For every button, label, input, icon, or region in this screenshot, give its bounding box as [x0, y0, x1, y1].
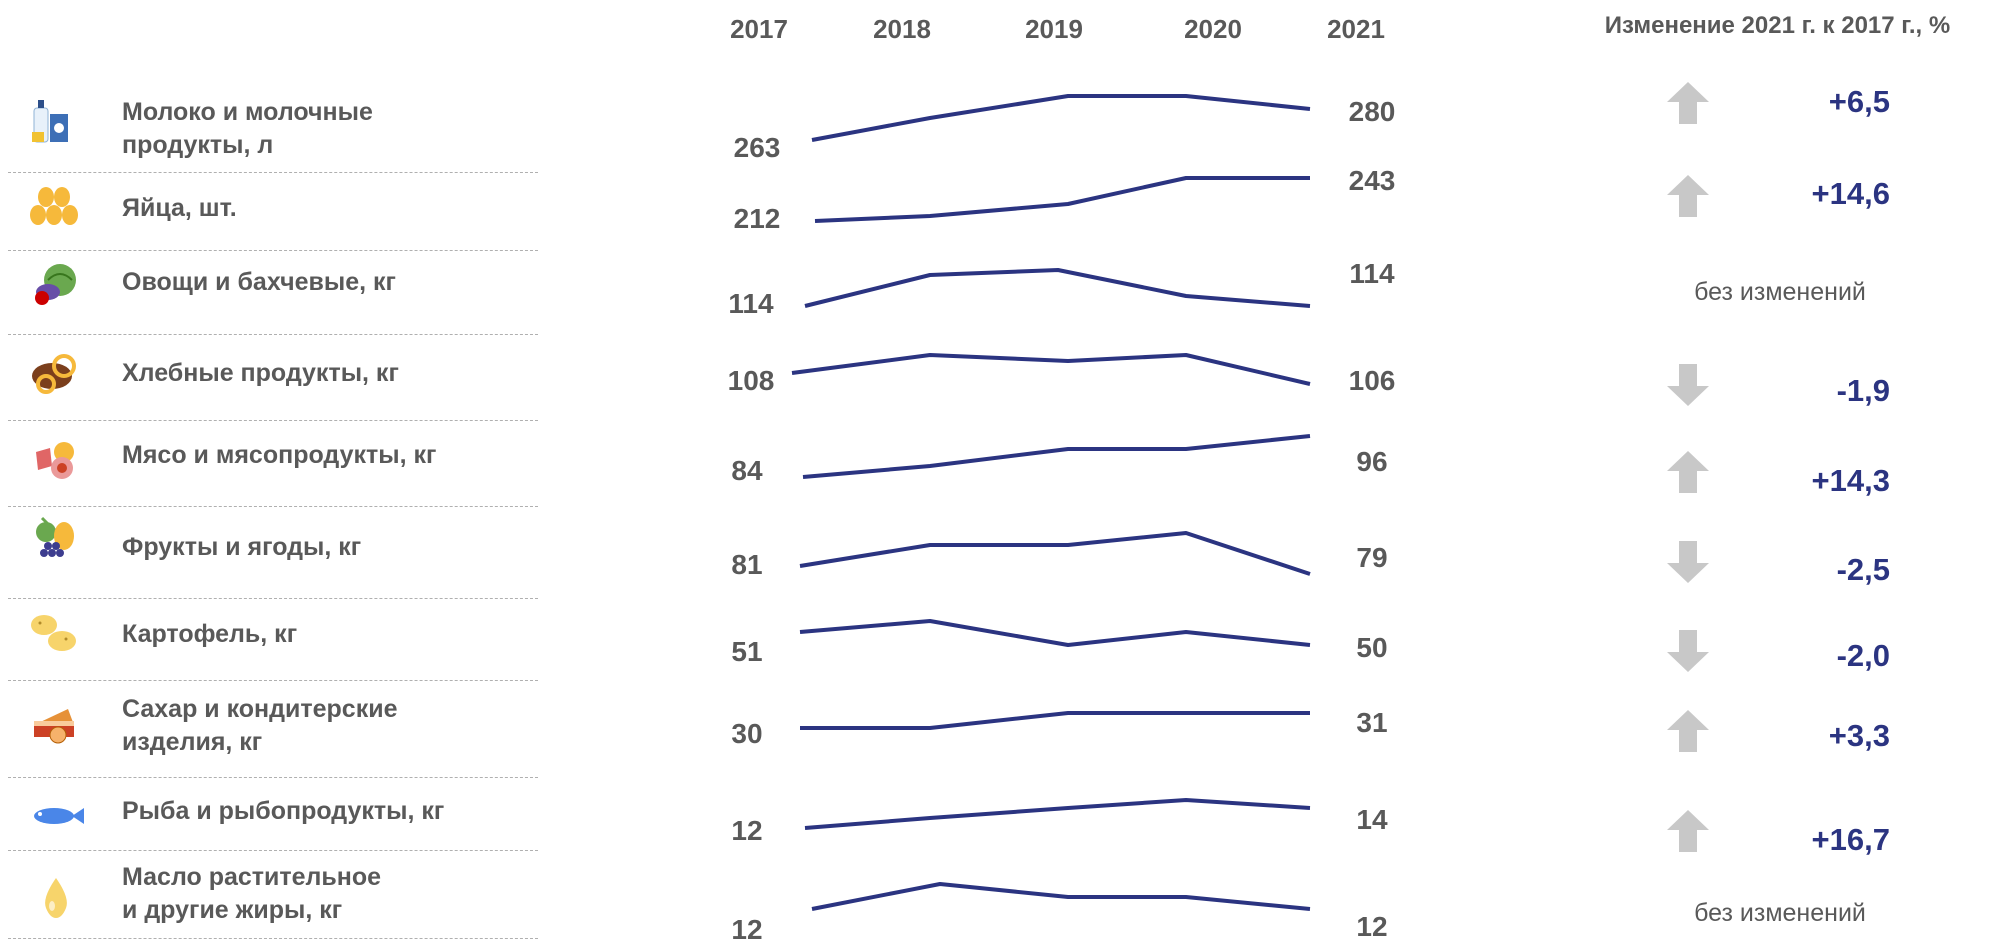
- year-2020: 2020: [1184, 14, 1242, 44]
- change-percent: +6,5: [1828, 84, 1890, 119]
- no-change-label: без изменений: [1694, 899, 1866, 927]
- row-divider: [8, 334, 538, 335]
- value-2021: 280: [1348, 96, 1396, 127]
- value-2021: 12: [1356, 911, 1388, 942]
- eggs-icon: [28, 177, 84, 233]
- fruits-icon: [28, 510, 84, 566]
- change-percent: +3,3: [1828, 718, 1890, 753]
- year-2019: 2019: [1025, 14, 1083, 44]
- series-line: [804, 268, 1311, 308]
- row-label: Масло растительное и другие жиры, кг: [122, 863, 382, 924]
- row-label: Сахар и кондитерские изделия, кг: [122, 695, 398, 756]
- row-divider: [8, 850, 538, 851]
- row-label: Хлебные продукты, кг: [122, 359, 399, 387]
- fish-icon: [28, 788, 84, 844]
- row-divider: [8, 250, 538, 251]
- value-2017: 12: [731, 815, 763, 846]
- row-divider: [8, 598, 538, 599]
- row-label: Молоко и молочные продукты, л: [122, 98, 373, 159]
- meat-icon: [28, 432, 84, 488]
- value-2021: 96: [1356, 446, 1388, 477]
- change-percent: -1,9: [1836, 373, 1890, 408]
- value-2021: 14: [1356, 804, 1388, 835]
- arrow-up-icon: [1665, 173, 1711, 219]
- potato-icon: [28, 607, 84, 663]
- series-line: [811, 94, 1311, 142]
- value-2017: 51: [731, 636, 763, 667]
- series-line: [804, 798, 1311, 830]
- change-percent: +14,3: [1811, 463, 1890, 498]
- change-header: Изменение 2021 г. к 2017 г., %: [1604, 12, 1951, 39]
- value-2017: 212: [733, 203, 781, 234]
- arrow-down-icon: [1665, 362, 1711, 408]
- value-2017: 108: [727, 365, 775, 396]
- arrow-up-icon: [1665, 449, 1711, 495]
- series-line: [800, 711, 1310, 730]
- row-label: Картофель, кг: [122, 620, 298, 648]
- change-percent: +16,7: [1811, 822, 1890, 857]
- row-divider: [8, 506, 538, 507]
- series-line: [802, 434, 1311, 479]
- row-label: Фрукты и ягоды, кг: [122, 533, 362, 561]
- change-percent: -2,0: [1836, 638, 1890, 673]
- no-change-label: без изменений: [1694, 278, 1866, 306]
- row-label: Овощи и бахчевые, кг: [122, 268, 396, 296]
- bread-icon: [28, 348, 84, 404]
- year-2018: 2018: [873, 14, 931, 44]
- series-line: [811, 882, 1311, 911]
- cake-icon: [28, 695, 84, 751]
- row-label: Рыба и рыбопродукты, кг: [122, 797, 445, 825]
- value-2021: 31: [1356, 707, 1388, 738]
- row-divider: [8, 680, 538, 681]
- value-2017: 84: [731, 455, 763, 486]
- value-2017: 12: [731, 914, 763, 945]
- row-divider: [8, 172, 538, 173]
- row-divider: [8, 938, 538, 939]
- series-line: [791, 353, 1311, 386]
- vegetables-icon: [28, 258, 84, 314]
- series-line: [814, 176, 1310, 223]
- row-label: Мясо и мясопродукты, кг: [122, 441, 437, 469]
- arrow-down-icon: [1665, 539, 1711, 585]
- value-2017: 30: [731, 718, 763, 749]
- arrow-up-icon: [1665, 80, 1711, 126]
- row-label: Яйца, шт.: [122, 194, 237, 222]
- arrow-up-icon: [1665, 808, 1711, 854]
- arrow-up-icon: [1665, 708, 1711, 754]
- series-line: [799, 531, 1311, 576]
- value-2017: 114: [728, 288, 774, 319]
- value-2021: 50: [1356, 632, 1388, 663]
- year-2021: 2021: [1327, 14, 1385, 44]
- value-2021: 79: [1356, 542, 1388, 573]
- row-divider: [8, 777, 538, 778]
- value-2021: 114: [1349, 258, 1395, 289]
- value-2021: 243: [1348, 165, 1396, 196]
- year-2017: 2017: [730, 14, 788, 44]
- milk-icon: [28, 94, 84, 150]
- change-percent: +14,6: [1811, 176, 1890, 211]
- value-2017: 263: [733, 132, 781, 163]
- row-divider: [8, 420, 538, 421]
- value-2017: 81: [731, 549, 763, 580]
- oil-drop-icon: [28, 870, 84, 926]
- series-line: [799, 619, 1311, 647]
- change-percent: -2,5: [1836, 552, 1890, 587]
- arrow-down-icon: [1665, 628, 1711, 674]
- value-2021: 106: [1348, 365, 1396, 396]
